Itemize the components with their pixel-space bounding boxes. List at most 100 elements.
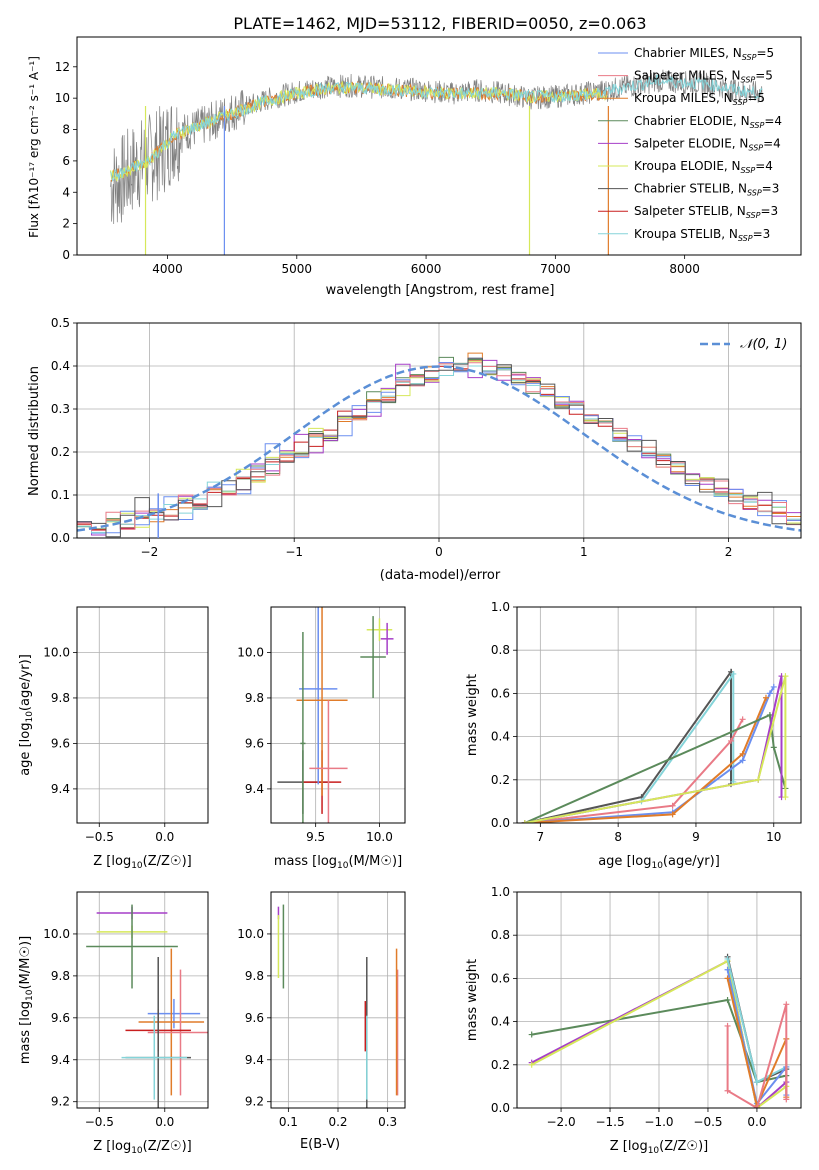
y-tick-label: 12 [55,60,70,74]
x-tick-label: −1.5 [595,1115,624,1129]
series-point [762,694,769,701]
y-tick-label: 10 [55,91,70,105]
mass-vs-ebv-panel: E(B-V) 0.1 0.2 0.3 9.2 9.4 9.6 9.8 10.0 [237,891,406,1152]
y-tick-label: 0.8 [491,928,510,942]
series-line [524,686,775,823]
x-tick-label: 0 [435,545,443,559]
x-tick-label: −2 [141,545,159,559]
mass-vs-metallicity-panel: −0.5 0.0 9.2 9.4 9.6 9.8 10.0 Z [log10(Z/Z☉)] ma… [18,891,209,1156]
series-line [524,697,767,823]
y-tick-label: 0.6 [491,686,510,700]
x-tick-label: 0.1 [279,1115,298,1129]
axes-frame [516,606,802,824]
series-point [770,744,777,751]
axes-frame [270,606,406,824]
axes-frame [516,891,802,1109]
y-axis-label: mass [log10(M/M☉)] [18,936,35,1064]
age-vs-mass-panel: 9.5 10.0 9.4 9.6 9.8 10.0 mass [log10(M/M☉)] [237,606,406,871]
y-tick-label: 0.2 [51,445,70,459]
y-tick-label: 0.6 [491,971,510,985]
x-axis-label: Z [log10(Z/Z☉)] [610,1139,708,1156]
x-tick-label: −1 [285,545,303,559]
y-axis-label: age [log10(age/yr)] [18,654,35,776]
histogram-series [77,362,801,531]
y-tick-label: 0.4 [491,730,510,744]
legend-label: Chabrier ELODIE, NSSP=4 [634,114,782,130]
y-tick-label: 0.5 [51,316,70,330]
y-tick-label: 9.4 [245,1053,264,1067]
series-line [524,675,787,823]
x-tick-label: 7 [537,830,545,844]
y-tick-label: 9.6 [51,736,70,750]
y-tick-label: 9.6 [245,736,264,750]
x-tick-label: 8000 [669,262,700,276]
legend-label: Kroupa MILES, NSSP=5 [634,91,765,107]
y-tick-label: 9.8 [245,969,264,983]
series-point [669,811,676,818]
x-tick-label: −1.0 [644,1115,673,1129]
series-point [755,776,762,783]
series-point [782,673,789,680]
x-tick-label: 10.0 [366,830,393,844]
massweight-z-ylabel: mass weight [465,959,480,1041]
residual-histogram-panel: (data-model)/error Normed distribution −… [27,316,802,583]
legend-label: Salpeter STELIB, NSSP=3 [634,204,778,220]
x-tick-label: 5000 [282,262,313,276]
series-point [766,690,773,697]
errorbars [86,904,208,1108]
legend-label: Salpeter ELODIE, NSSP=4 [634,136,781,152]
spectrum-legend: Chabrier MILES, NSSP=5 Salpeter MILES, NS… [598,46,782,243]
y-tick-label: 0.2 [491,1058,510,1072]
x-tick-label: 0.3 [378,1115,397,1129]
series-point [724,1087,731,1094]
spectrum-panel: PLATE=1462, MJD=53112, FIBERID=0050, z=0… [27,14,802,298]
x-tick-label: 1 [580,545,588,559]
x-tick-label: −0.5 [693,1115,722,1129]
legend-label: Salpeter MILES, NSSP=5 [634,69,773,85]
series-point [739,716,746,723]
massweight-age-ylabel: mass weight [465,674,480,756]
series-line [524,718,744,823]
x-tick-label: 8 [614,830,622,844]
errorbars [277,904,399,1108]
y-tick-label: 6 [62,154,70,168]
y-tick-label: 0.0 [491,816,510,830]
x-axis-label: mass [log10(M/M☉)] [274,854,402,871]
series-line [524,675,783,823]
histograms [77,352,801,538]
y-tick-label: 9.4 [51,782,70,796]
x-tick-label: −0.5 [85,1115,114,1129]
y-tick-label: 9.6 [51,1011,70,1025]
x-tick-label: 0.0 [155,830,174,844]
legend-label: Chabrier MILES, NSSP=5 [634,46,774,62]
y-tick-label: 0.3 [51,402,70,416]
y-tick-label: 9.8 [51,691,70,705]
series-point [724,975,731,982]
series-point [724,966,731,973]
massweight-vs-metallicity-panel: mass weight −2.0 −1.5 −1.0 −0.5 0.0 0.0 0.2 0.4… [465,885,802,1156]
y-tick-label: 10.0 [237,645,264,659]
x-axis-label: Z [log10(Z/Z☉)] [93,854,191,871]
spectrum-xlabel: wavelength [Angstrom, rest frame] [326,283,555,298]
series-line [726,1004,788,1108]
x-tick-label: 0.0 [747,1115,766,1129]
y-tick-label: 9.8 [245,691,264,705]
series-point [724,955,731,962]
series-point [783,1096,790,1103]
x-tick-label: 0.2 [328,1115,347,1129]
axes-frame [76,322,802,539]
x-axis-label: age [log10(age/yr)] [598,854,720,871]
series-point [782,794,789,801]
series-point [739,757,746,764]
y-tick-label: 0.0 [491,1101,510,1115]
series-point [724,997,731,1003]
y-tick-label: 9.2 [245,1095,264,1109]
x-tick-label: −2.0 [546,1115,575,1129]
x-tick-label: 7000 [540,262,571,276]
series-point [528,1031,535,1038]
y-tick-label: 0.2 [491,773,510,787]
series-point [739,750,746,757]
model-spectrum [110,74,763,182]
x-tick-label: 9.5 [306,830,325,844]
